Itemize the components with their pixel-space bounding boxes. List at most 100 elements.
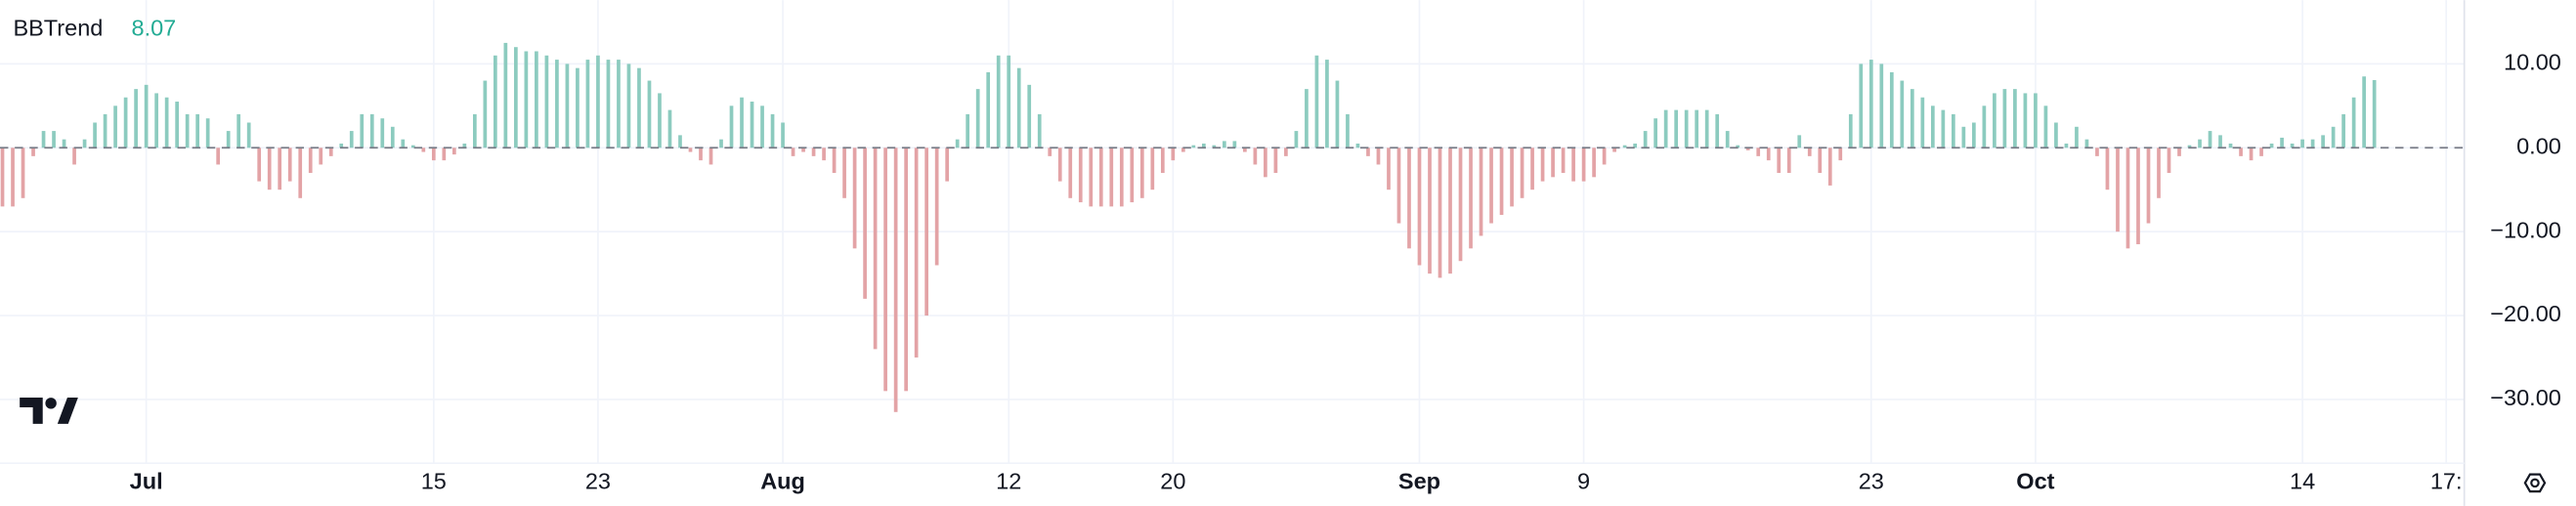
bar [319, 148, 323, 165]
bar [1243, 148, 1247, 152]
bar [2198, 139, 2202, 148]
bar [287, 148, 292, 182]
bar [451, 148, 456, 155]
bar [226, 131, 231, 148]
bar [1868, 60, 1873, 148]
bar [770, 113, 775, 148]
bar [1130, 148, 1135, 203]
bar [267, 148, 272, 190]
settings-icon[interactable] [2523, 473, 2547, 493]
bar [1786, 148, 1791, 174]
bar [1068, 148, 1073, 198]
last-value: 8.07 [131, 16, 176, 41]
bar [82, 139, 87, 148]
bar [1920, 97, 1925, 148]
bar [154, 93, 158, 148]
bar [924, 148, 929, 316]
bar [1089, 148, 1094, 207]
bar [1695, 109, 1699, 148]
bar [1448, 148, 1452, 274]
bar [617, 60, 621, 148]
x-tick-label: 12 [996, 469, 1021, 494]
bar [719, 139, 723, 148]
bar [483, 80, 488, 148]
bar [328, 148, 333, 156]
bar [1972, 122, 1976, 148]
bar [1057, 148, 1062, 182]
bar [2310, 139, 2315, 148]
bar [1007, 55, 1011, 148]
bar [93, 122, 97, 148]
bar [113, 105, 117, 148]
bar [339, 143, 344, 148]
bar [1622, 145, 1627, 148]
bar [2187, 145, 2192, 148]
bar [1355, 143, 1360, 148]
bar [1048, 148, 1052, 156]
bar [1612, 148, 1616, 152]
bar [2002, 89, 2007, 148]
grid [0, 0, 2465, 464]
bar [1428, 148, 1432, 274]
bar [832, 148, 837, 174]
bar [2105, 148, 2110, 190]
bar [996, 55, 1001, 148]
bar [1335, 80, 1340, 148]
bar [1181, 148, 1185, 152]
bar [873, 148, 878, 350]
bar [1520, 148, 1524, 198]
bar [134, 89, 138, 148]
y-tick-label: 0.00 [2516, 133, 2561, 158]
x-tick-label: 9 [1577, 469, 1590, 494]
bar [1653, 118, 1658, 148]
bar [503, 42, 508, 148]
bar [2249, 148, 2254, 161]
bar [658, 93, 662, 148]
bar [1273, 148, 1278, 174]
bar [1859, 63, 1864, 148]
bar [144, 84, 149, 148]
bar [822, 148, 826, 161]
bar [1725, 131, 1730, 148]
bar [2321, 135, 2325, 148]
bar [1602, 148, 1607, 165]
bar [1756, 148, 1761, 156]
bar [246, 122, 251, 148]
bar [1540, 148, 1545, 182]
bar [1160, 148, 1165, 174]
bar [1643, 131, 1648, 148]
bar [1284, 148, 1288, 156]
bar [544, 55, 549, 148]
bar [2269, 143, 2274, 148]
bar [1982, 105, 1987, 148]
bar [421, 148, 426, 152]
bar [2167, 148, 2171, 174]
bar [205, 118, 210, 148]
bar [2218, 135, 2222, 148]
bar [934, 148, 939, 266]
bar [2208, 131, 2212, 148]
bar [2064, 143, 2069, 148]
bar [0, 148, 5, 207]
bar [524, 51, 529, 148]
bar [1797, 135, 1802, 148]
bar [1314, 55, 1319, 148]
bar [667, 109, 672, 148]
bar [1037, 113, 1042, 148]
bar [2177, 148, 2181, 156]
x-tick-label: Jul [130, 469, 163, 494]
bar [514, 47, 518, 148]
bar [360, 113, 365, 148]
bar [1119, 148, 1124, 207]
bar [1109, 148, 1114, 207]
bar [914, 148, 919, 358]
bar [535, 51, 538, 148]
x-tick-label: 23 [1859, 469, 1884, 494]
x-tick-label: Oct [2016, 469, 2054, 494]
bar [1715, 113, 1720, 148]
bar [72, 148, 76, 165]
bar [1078, 148, 1083, 203]
bar [893, 148, 898, 412]
bar [236, 113, 241, 148]
bar [1171, 148, 1176, 161]
